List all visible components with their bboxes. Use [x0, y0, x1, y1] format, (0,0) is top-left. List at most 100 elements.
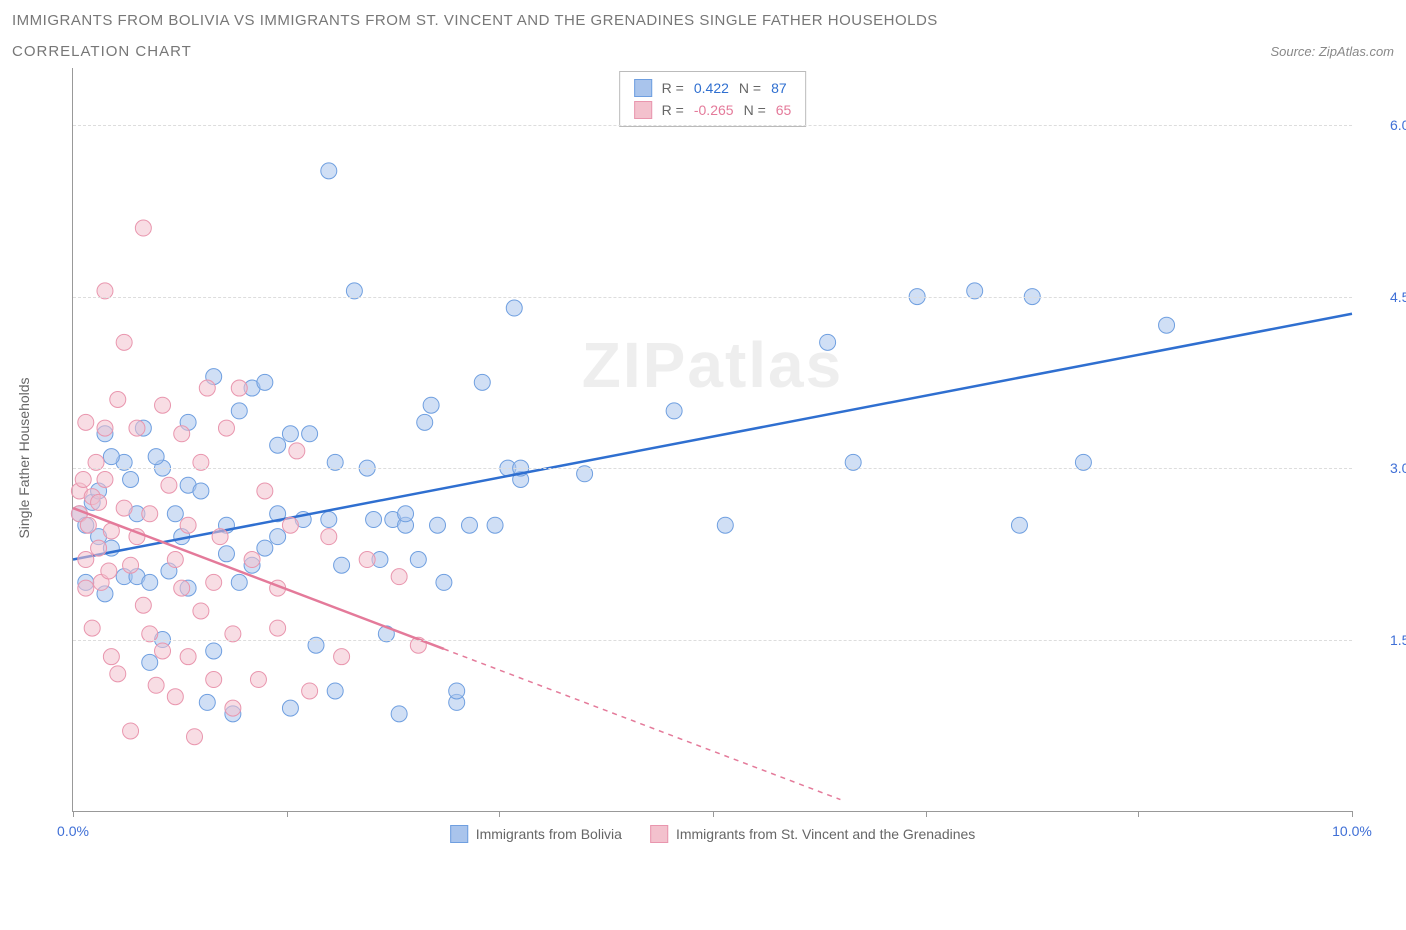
scatter-point — [334, 557, 350, 573]
legend-label-bolivia: Immigrants from Bolivia — [476, 826, 622, 842]
scatter-point — [302, 683, 318, 699]
scatter-point — [91, 494, 107, 510]
scatter-point — [155, 397, 171, 413]
scatter-point — [101, 563, 117, 579]
legend-label-stvincent: Immigrants from St. Vincent and the Gren… — [676, 826, 975, 842]
chart-source: Source: ZipAtlas.com — [1270, 44, 1394, 59]
scatter-point — [174, 426, 190, 442]
scatter-point — [97, 420, 113, 436]
grid-line — [73, 297, 1352, 298]
scatter-point — [506, 300, 522, 316]
scatter-point — [270, 529, 286, 545]
scatter-point — [116, 334, 132, 350]
scatter-point — [391, 706, 407, 722]
scatter-point — [410, 552, 426, 568]
scatter-point — [123, 723, 139, 739]
scatter-point — [231, 403, 247, 419]
scatter-point — [123, 557, 139, 573]
scatter-point — [148, 677, 164, 693]
scatter-point — [257, 483, 273, 499]
scatter-point — [116, 500, 132, 516]
scatter-point — [417, 414, 433, 430]
scatter-point — [129, 420, 145, 436]
scatter-point — [218, 420, 234, 436]
scatter-point — [666, 403, 682, 419]
x-tick-mark — [926, 811, 927, 817]
scatter-point — [366, 512, 382, 528]
scatter-point — [110, 666, 126, 682]
grid-line — [73, 468, 1352, 469]
scatter-point — [199, 380, 215, 396]
scatter-point — [174, 580, 190, 596]
scatter-point — [302, 426, 318, 442]
scatter-point — [1011, 517, 1027, 533]
y-axis-label: Single Father Households — [16, 377, 32, 538]
scatter-point — [449, 683, 465, 699]
scatter-point — [142, 506, 158, 522]
scatter-point — [78, 552, 94, 568]
scatter-point — [327, 683, 343, 699]
y-tick-label: 4.5% — [1390, 289, 1406, 305]
scatter-point — [270, 437, 286, 453]
plot-svg — [73, 68, 1352, 811]
scatter-point — [430, 517, 446, 533]
legend-item-stvincent: Immigrants from St. Vincent and the Gren… — [650, 825, 975, 843]
scatter-point — [250, 672, 266, 688]
scatter-point — [123, 472, 139, 488]
scatter-point — [167, 689, 183, 705]
scatter-point — [206, 574, 222, 590]
scatter-point — [91, 540, 107, 556]
chart-title-line1: IMMIGRANTS FROM BOLIVIA VS IMMIGRANTS FR… — [12, 12, 1394, 29]
scatter-point — [148, 449, 164, 465]
scatter-point — [282, 426, 298, 442]
scatter-point — [436, 574, 452, 590]
scatter-point — [1159, 317, 1175, 333]
scatter-point — [84, 620, 100, 636]
scatter-point — [391, 569, 407, 585]
scatter-point — [321, 512, 337, 528]
scatter-point — [78, 580, 94, 596]
scatter-point — [180, 649, 196, 665]
scatter-point — [398, 506, 414, 522]
scatter-point — [193, 603, 209, 619]
scatter-point — [282, 700, 298, 716]
swatch-bolivia — [450, 825, 468, 843]
scatter-point — [193, 483, 209, 499]
x-tick-mark — [1138, 811, 1139, 817]
scatter-point — [110, 391, 126, 407]
scatter-point — [231, 380, 247, 396]
scatter-point — [167, 506, 183, 522]
regression-line-dashed — [444, 649, 840, 800]
chart-title-row2: CORRELATION CHART Source: ZipAtlas.com — [12, 43, 1394, 60]
y-tick-label: 6.0% — [1390, 117, 1406, 133]
scatter-point — [142, 574, 158, 590]
scatter-point — [225, 700, 241, 716]
y-tick-label: 3.0% — [1390, 460, 1406, 476]
scatter-point — [206, 643, 222, 659]
grid-line — [73, 125, 1352, 126]
x-tick-mark — [713, 811, 714, 817]
scatter-point — [257, 374, 273, 390]
scatter-point — [199, 694, 215, 710]
grid-line — [73, 640, 1352, 641]
regression-line — [73, 314, 1352, 560]
scatter-point — [244, 552, 260, 568]
x-tick-mark — [499, 811, 500, 817]
scatter-point — [321, 163, 337, 179]
scatter-point — [212, 529, 228, 545]
scatter-point — [282, 517, 298, 533]
scatter-point — [257, 540, 273, 556]
x-tick-label: 0.0% — [57, 823, 89, 839]
x-tick-mark — [1352, 811, 1353, 817]
series-legend: Immigrants from Bolivia Immigrants from … — [450, 825, 976, 843]
x-tick-mark — [287, 811, 288, 817]
scatter-point — [103, 649, 119, 665]
scatter-point — [270, 620, 286, 636]
scatter-point — [487, 517, 503, 533]
legend-item-bolivia: Immigrants from Bolivia — [450, 825, 622, 843]
y-tick-label: 1.5% — [1390, 632, 1406, 648]
scatter-point — [167, 552, 183, 568]
scatter-point — [97, 472, 113, 488]
scatter-point — [461, 517, 477, 533]
swatch-stvincent — [650, 825, 668, 843]
